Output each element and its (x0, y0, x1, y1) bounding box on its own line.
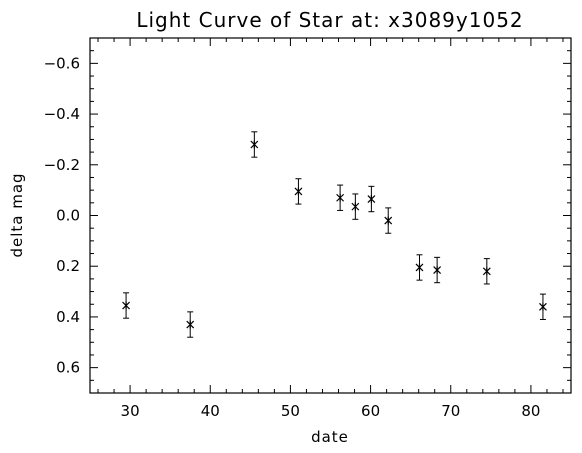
x-axis-ticks: 30 40 50 60 70 80 (97, 38, 564, 420)
x-tick-label: 40 (201, 402, 220, 420)
data-point (415, 254, 424, 281)
asterisk-marker (351, 202, 360, 211)
data-point (539, 293, 547, 320)
asterisk-marker (122, 301, 130, 310)
asterisk-marker (336, 193, 345, 202)
asterisk-marker (294, 187, 303, 196)
asterisk-marker (250, 140, 259, 149)
x-tick-label: 30 (121, 402, 140, 420)
y-tick-label: −0.4 (44, 105, 80, 123)
asterisk-marker (186, 320, 195, 329)
asterisk-marker (482, 267, 491, 276)
data-point (433, 256, 442, 284)
y-axis-ticks: −0.6 −0.4 −0.2 0.0 0.2 0.4 0.6 (44, 37, 571, 394)
data-point (367, 185, 376, 213)
y-tick-label: −0.6 (44, 54, 80, 72)
data-point (384, 207, 393, 234)
data-point (186, 311, 195, 338)
x-tick-label: 70 (441, 402, 460, 420)
y-tick-label: −0.2 (44, 156, 80, 174)
asterisk-marker (384, 216, 393, 225)
data-point (336, 184, 345, 211)
x-tick-label: 60 (361, 402, 380, 420)
y-axis-label: delta mag (8, 172, 26, 257)
asterisk-marker (415, 263, 424, 272)
x-tick-label: 80 (521, 402, 540, 420)
data-point (351, 193, 360, 220)
data-point (122, 292, 130, 319)
asterisk-marker (433, 266, 442, 275)
y-tick-label: 0.2 (56, 257, 80, 275)
x-axis-label: date (311, 428, 349, 446)
y-tick-label: 0.6 (56, 359, 80, 377)
asterisk-marker (367, 195, 376, 204)
y-tick-label: 0.4 (56, 308, 80, 326)
x-tick-label: 50 (281, 402, 300, 420)
plot-frame (89, 37, 572, 394)
data-point (294, 178, 303, 205)
y-tick-label: 0.0 (56, 207, 80, 225)
data-point (482, 258, 491, 285)
data-points (122, 131, 547, 338)
chart-title: Light Curve of Star at: x3089y1052 (136, 8, 523, 32)
asterisk-marker (539, 302, 547, 311)
data-point (250, 131, 259, 158)
